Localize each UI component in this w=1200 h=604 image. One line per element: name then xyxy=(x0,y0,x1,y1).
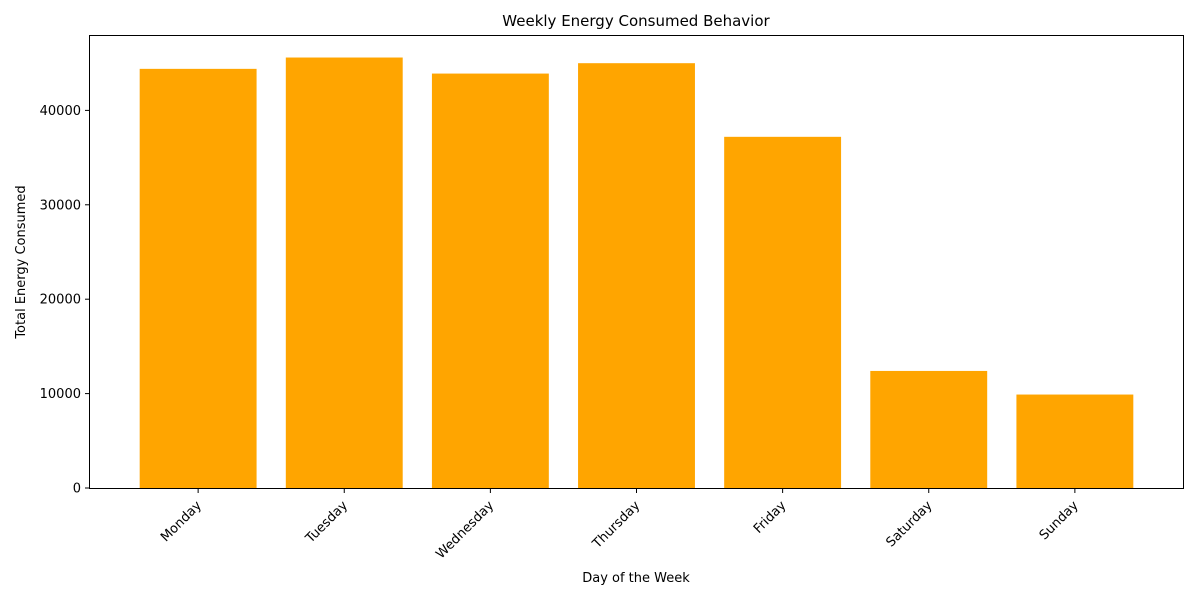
bars-layer xyxy=(139,57,1134,489)
x-tick-label-monday: Monday xyxy=(158,498,205,545)
y-tick-label: 30000 xyxy=(40,198,81,213)
x-tick-label-thursday: Thursday xyxy=(589,498,643,552)
x-axis-label: Day of the Week xyxy=(582,571,690,586)
bar-saturday xyxy=(870,370,988,488)
y-tick-label: 0 xyxy=(73,482,81,497)
y-axis-ticks: 0 10000 20000 30000 40000 xyxy=(40,104,90,497)
bar-thursday xyxy=(578,63,695,489)
y-tick-label: 10000 xyxy=(40,387,81,402)
x-tick-label-friday: Friday xyxy=(751,498,790,537)
x-tick-label-saturday: Saturday xyxy=(884,498,936,550)
y-tick-label: 20000 xyxy=(40,293,81,308)
bar-monday xyxy=(139,68,257,489)
bar-friday xyxy=(724,136,842,488)
bar-sunday xyxy=(1016,394,1134,488)
bar-wednesday xyxy=(431,73,549,488)
bar-tuesday xyxy=(285,57,403,489)
x-tick-label-sunday: Sunday xyxy=(1037,498,1082,543)
y-tick-label: 40000 xyxy=(40,104,81,119)
y-axis-label: Total Energy Consumed xyxy=(14,185,29,339)
x-axis-ticks: Monday Tuesday Wednesday Thursday Friday Satu… xyxy=(158,488,1082,562)
x-tick-label-wednesday: Wednesday xyxy=(433,498,497,562)
chart-title: Weekly Energy Consumed Behavior xyxy=(502,12,770,30)
plot-frame xyxy=(89,35,1184,489)
x-tick-label-tuesday: Tuesday xyxy=(302,498,351,547)
